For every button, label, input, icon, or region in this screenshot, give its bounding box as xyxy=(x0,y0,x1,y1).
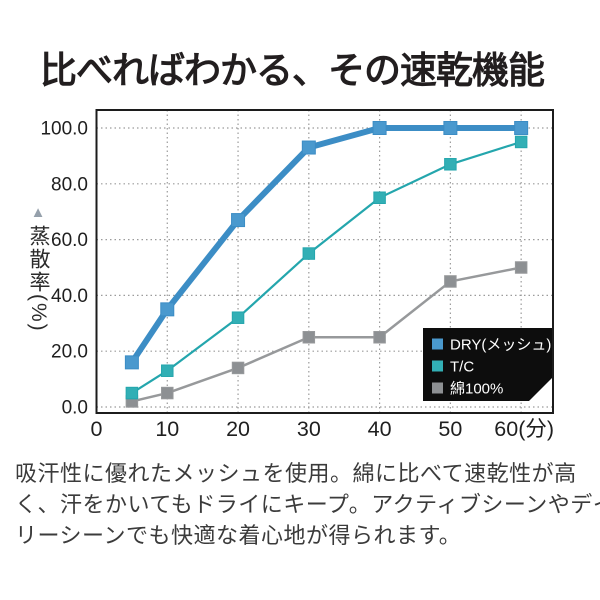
description-line: く、汗をかいてもドライにキープ。アクティブシーンやデイ xyxy=(15,492,600,517)
series-marker xyxy=(373,191,386,204)
series-marker xyxy=(372,121,387,135)
series-marker xyxy=(231,213,246,228)
x-tick-label: 0 xyxy=(91,417,103,441)
series-marker xyxy=(124,355,139,370)
x-tick-label: 40 xyxy=(368,417,392,441)
x-tick-label: 20 xyxy=(226,417,250,441)
description-text: 吸汗性に優れたメッシュを使用。綿に比べて速乾性が高 く、汗をかいてもドライにキー… xyxy=(15,458,600,551)
x-tick-label: 50 xyxy=(438,417,462,441)
series-marker xyxy=(125,386,139,400)
series-marker xyxy=(231,311,245,324)
legend-swatch xyxy=(432,360,443,372)
series-marker xyxy=(514,121,529,135)
legend-swatch xyxy=(432,382,443,394)
y-tick-label: 100.0 xyxy=(40,119,88,140)
x-tick-label: 30 xyxy=(297,417,321,441)
series-marker xyxy=(514,135,528,149)
legend-label: DRY(メッシュ) xyxy=(450,337,551,354)
y-tick-label: 80.0 xyxy=(51,174,88,195)
series-marker xyxy=(444,158,457,171)
evaporation-rate-chart: 0.0 20.0 40.0 60.0 80.0 100.0 0 10 20 30 40 50 60(分)… xyxy=(0,95,600,450)
series-marker xyxy=(160,302,175,317)
description-line: リーシーンでも快適な着心地が得られます。 xyxy=(15,523,462,548)
description-line: 吸汗性に優れたメッシュを使用。綿に比べて速乾性が高 xyxy=(15,461,577,486)
y-axis-label: ▲ 蒸散率(%) xyxy=(25,205,51,333)
page-title: 比べればわかる、その速乾機能 xyxy=(40,50,545,91)
y-tick-label: 20.0 xyxy=(51,342,88,363)
series-marker xyxy=(161,386,174,400)
series-marker xyxy=(443,121,458,135)
up-triangle-icon: ▲ xyxy=(30,204,46,221)
y-tick-label: 0.0 xyxy=(62,398,88,419)
legend-label: T/C xyxy=(450,359,474,376)
series-marker xyxy=(373,331,386,344)
series-marker xyxy=(514,261,528,274)
legend-label: 綿100% xyxy=(450,381,503,398)
series-marker xyxy=(161,364,174,377)
y-tick-label: 40.0 xyxy=(51,286,88,307)
series-marker xyxy=(301,140,316,155)
series-marker xyxy=(302,331,316,344)
line-chart-canvas: 0.0 20.0 40.0 60.0 80.0 100.0 0 10 20 30 40 50 60(分)… xyxy=(40,109,554,441)
chart-frame xyxy=(95,109,554,414)
x-tick-label: 60(分) xyxy=(494,417,554,441)
series-marker xyxy=(302,247,316,260)
series-line xyxy=(128,125,525,366)
x-tick-label: 10 xyxy=(155,417,179,441)
series-marker xyxy=(444,275,457,288)
series-marker xyxy=(231,361,245,375)
legend-swatch xyxy=(432,338,443,350)
y-tick-label: 60.0 xyxy=(51,230,88,251)
y-axis-label-text: 蒸散率(%) xyxy=(27,225,50,333)
legend-box xyxy=(423,328,552,401)
